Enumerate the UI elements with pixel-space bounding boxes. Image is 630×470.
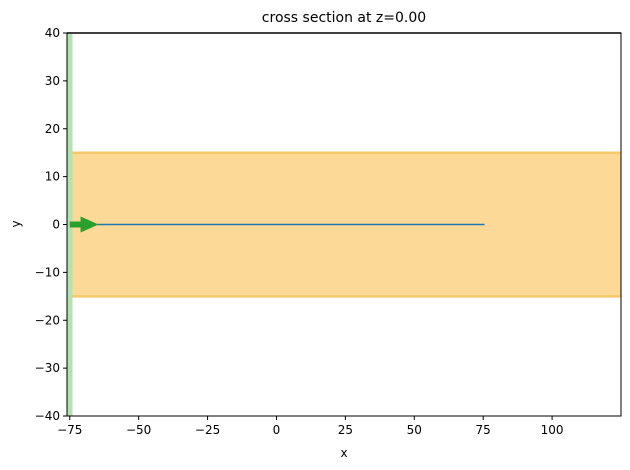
y-axis-label: y: [9, 220, 23, 227]
arrow-shaft: [69, 221, 83, 228]
x-axis-label: x: [340, 446, 347, 460]
x-tick-label: −75: [57, 423, 82, 437]
y-tick-label: −10: [35, 265, 60, 279]
x-tick-label: 25: [338, 423, 353, 437]
y-tick-label: 10: [45, 170, 60, 184]
y-axis-ticks: −40 −30 −20 −10 0 10 20 30 40: [35, 26, 67, 423]
y-tick-label: 20: [45, 122, 60, 136]
y-tick-label: 30: [45, 74, 60, 88]
plot-frame: [66, 32, 622, 417]
x-axis-ticks: −75 −50 −25 0 25 50 75 100: [57, 416, 564, 437]
y-tick-label: −30: [35, 361, 60, 375]
arrow-head: [80, 216, 99, 233]
x-tick-label: −25: [195, 423, 220, 437]
y-tick-label: 40: [45, 26, 60, 40]
x-tick-label: 100: [541, 423, 564, 437]
series-layer: [69, 216, 485, 233]
x-tick-label: 75: [476, 423, 491, 437]
x-tick-label: 0: [273, 423, 281, 437]
x-tick-label: −50: [126, 423, 151, 437]
x-tick-label: 50: [407, 423, 422, 437]
y-tick-label: −20: [35, 313, 60, 327]
chart-title: cross section at z=0.00: [262, 10, 426, 26]
y-tick-label: 0: [52, 218, 60, 232]
y-tick-label: −40: [35, 409, 60, 423]
